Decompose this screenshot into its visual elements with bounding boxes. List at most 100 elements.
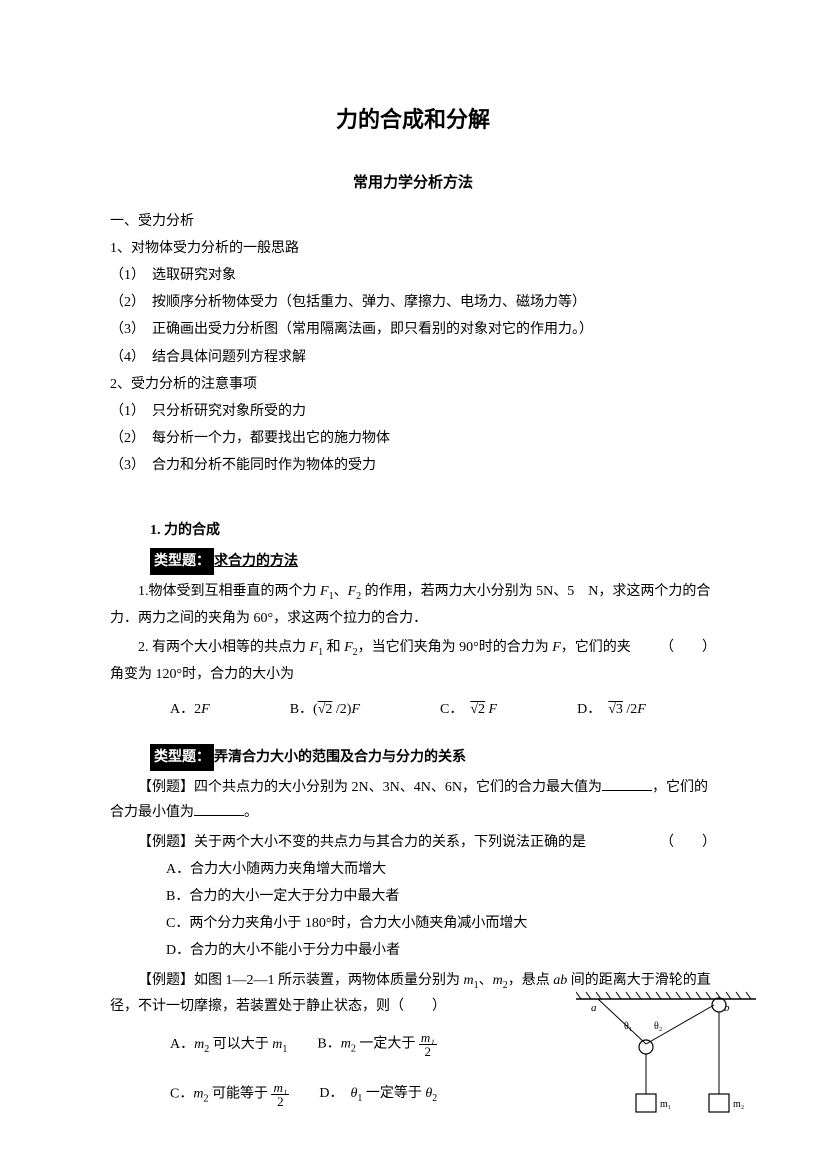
- q2-pre: 2. 有两个大小相等的共点力: [138, 640, 310, 655]
- type-row-1: 类型题： 求合力的方法: [150, 548, 716, 575]
- q2-f: F: [552, 640, 561, 655]
- label-m2: m₂: [733, 1099, 744, 1110]
- sec1-item: （4） 结合具体问题列方程求解: [110, 345, 716, 370]
- sec1-item: （1） 只分析研究对象所受的力: [110, 399, 716, 424]
- d-pre: D．: [319, 1086, 350, 1101]
- type-label: 类型题：: [150, 548, 214, 575]
- q1-f1: F: [320, 584, 329, 599]
- sec1-p1: 1、对物体受力分析的一般思路: [110, 236, 716, 261]
- choice-c: C． √2 F: [440, 697, 497, 722]
- ex3-m1: m: [464, 973, 474, 988]
- a-pre: A．: [170, 1037, 194, 1052]
- ex3-tail: ，悬点: [508, 973, 554, 988]
- q1-sep: 、: [334, 584, 348, 599]
- b-mid: 一定大于: [356, 1037, 419, 1052]
- subtitle: 常用力学分析方法: [110, 170, 716, 197]
- cb-post: /2): [332, 702, 351, 717]
- ex3-choice-a: A．m2 可以大于 m1: [170, 1032, 287, 1059]
- label-m1: m₁: [660, 1099, 671, 1110]
- answer-paren: （ ）: [632, 635, 716, 660]
- a-m2: m: [194, 1037, 204, 1052]
- example-2: （ ） 【例题】关于两个大小不变的共点力与其合力的关系，下列说法正确的是: [110, 830, 716, 855]
- cd-pre: D．: [577, 702, 608, 717]
- b-frac: m₁2: [419, 1031, 437, 1058]
- a-s1: 1: [282, 1044, 287, 1055]
- label-theta2: θ₂: [654, 1021, 662, 1032]
- type-label-2: 类型题：: [150, 744, 214, 771]
- ex3-sep: 、: [479, 973, 493, 988]
- sec1-item: （1） 选取研究对象: [110, 263, 716, 288]
- sec1-item: （3） 合力和分析不能同时作为物体的受力: [110, 453, 716, 478]
- d-s2: 2: [432, 1093, 437, 1104]
- b-m2: m: [341, 1037, 351, 1052]
- cd-f: F: [637, 702, 646, 717]
- opt-a: A．合力大小随两力夹角增大而增大: [166, 857, 716, 882]
- ex3-ab: ab: [553, 973, 567, 988]
- sec1-item: （3） 正确画出受力分析图（常用隔离法画，即只看别的对象对它的作用力。）: [110, 317, 716, 342]
- opt-b: B．合力的大小一定大于分力中最大者: [166, 884, 716, 909]
- label-theta1: θ₁: [624, 1021, 632, 1032]
- section-1-heading: 一、受力分析: [110, 209, 716, 234]
- q2-tail: ，当它们夹角为 90°时的合力为: [358, 640, 553, 655]
- a-m1: m: [272, 1037, 282, 1052]
- c-frac: m₁2: [271, 1081, 289, 1108]
- ca-label: A．2: [170, 702, 201, 717]
- b-num: m₁: [419, 1031, 437, 1045]
- cb-pre: B．(: [290, 702, 318, 717]
- cc-f: F: [485, 702, 497, 717]
- sec1-item: （2） 每分析一个力，都要找出它的施力物体: [110, 426, 716, 451]
- blank-1: [602, 777, 652, 791]
- q1-text: 1.物体受到互相垂直的两个力: [138, 584, 320, 599]
- choice-b: B．(√2 /2)F: [290, 697, 360, 722]
- ex3-choice-c: C．m 2 可能等于 m₁2: [170, 1081, 289, 1109]
- ex3-choice-d: D． θ1 一定等于 θ2: [319, 1081, 437, 1108]
- c-den: 2: [271, 1095, 289, 1108]
- ex3-m2: m: [493, 973, 503, 988]
- cc-pre: C．: [440, 702, 470, 717]
- q2-f1: F: [310, 640, 319, 655]
- opt-c: C．两个分力夹角小于 180°时，合力大小随夹角减小而增大: [166, 911, 716, 936]
- ex2-options: A．合力大小随两力夹角增大而增大 B．合力的大小一定大于分力中最大者 C．两个分…: [166, 857, 716, 964]
- cb-sqrt: √2: [318, 702, 333, 717]
- choice-d: D． √3 /2F: [577, 697, 646, 722]
- c-mid: 可能等于: [208, 1087, 271, 1102]
- b-pre: B．: [317, 1037, 340, 1052]
- cb-f: F: [351, 702, 360, 717]
- c-m2: m: [193, 1087, 203, 1102]
- choice-a: A．2F: [170, 697, 210, 722]
- c-num: m₁: [271, 1081, 289, 1095]
- ca-f: F: [201, 702, 210, 717]
- main-title: 力的合成和分解: [110, 100, 716, 140]
- q1-f2: F: [348, 584, 357, 599]
- ex1-post: 。: [244, 805, 258, 820]
- question-2: （ ） 2. 有两个大小相等的共点力 F1 和 F2，当它们夹角为 90°时的合…: [110, 635, 716, 687]
- label-a: a: [591, 1002, 597, 1014]
- q2-choices: A．2F B．(√2 /2)F C． √2 F D． √3 /2F: [170, 697, 716, 722]
- q2-f2: F: [344, 640, 353, 655]
- b-den: 2: [419, 1045, 437, 1058]
- q2-mid: 和: [323, 640, 344, 655]
- page-content: 力的合成和分解 常用力学分析方法 一、受力分析 1、对物体受力分析的一般思路 （…: [110, 100, 716, 1109]
- type-text: 求合力的方法: [214, 549, 298, 574]
- pulley-diagram: a b θ₁ θ₂ m₁ m₂: [576, 989, 756, 1119]
- ex1-pre: 【例题】四个共点力的大小分别为 2N、3N、4N、6N，它们的合力最大值为: [138, 780, 602, 795]
- sec1-p2: 2、受力分析的注意事项: [110, 372, 716, 397]
- sec1-item: （2） 按顺序分析物体受力（包括重力、弹力、摩擦力、电场力、磁场力等）: [110, 290, 716, 315]
- example-1: 【例题】四个共点力的大小分别为 2N、3N、4N、6N，它们的合力最大值为，它们…: [110, 775, 716, 825]
- cd-post: /2: [623, 702, 637, 717]
- section-2-num: 1. 力的合成: [150, 518, 716, 543]
- answer-paren-2: （ ）: [632, 830, 716, 855]
- question-1: 1.物体受到互相垂直的两个力 F1、F2 的作用，若两力大小分别为 5N、5 N…: [110, 579, 716, 631]
- cc-sqrt: √2: [470, 702, 485, 717]
- opt-d: D．合力的大小不能小于分力中最小者: [166, 938, 716, 963]
- d-mid: 一定等于: [362, 1086, 425, 1101]
- ex3-pre: 【例题】如图 1—2—1 所示装置，两物体质量分别为: [138, 973, 464, 988]
- type-row-2: 类型题： 弄清合力大小的范围及合力与分力的关系: [150, 744, 716, 771]
- a-mid: 可以大于: [209, 1037, 272, 1052]
- type-text-2: 弄清合力大小的范围及合力与分力的关系: [214, 745, 466, 770]
- ex2-text: 【例题】关于两个大小不变的共点力与其合力的关系，下列说法正确的是: [138, 835, 586, 850]
- c-pre: C．: [170, 1087, 193, 1102]
- cd-sqrt: √3: [608, 702, 623, 717]
- blank-2: [194, 802, 244, 816]
- ex3-choice-b: B．m 2 一定大于 m₁2: [317, 1031, 436, 1059]
